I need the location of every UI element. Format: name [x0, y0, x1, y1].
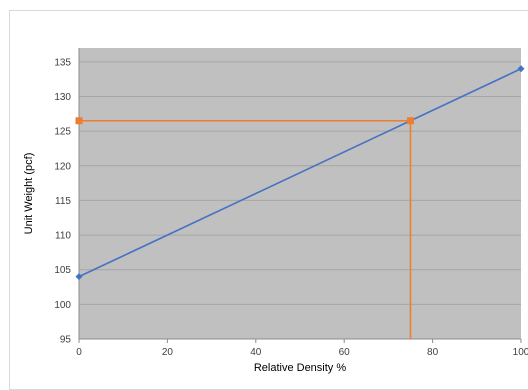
x-tick-label: 100: [513, 347, 528, 358]
axes: 95 100 105 110 115 120 125 130 135 0 20 40 60 80 100: [54, 48, 528, 358]
y-tick-label: 125: [54, 127, 71, 138]
x-tick-label: 80: [427, 347, 439, 358]
y-tick-label: 95: [60, 335, 72, 346]
x-tick-label: 40: [250, 347, 262, 358]
x-tick-label: 60: [339, 347, 351, 358]
x-tick-label: 20: [162, 347, 174, 358]
y-tick-label: 100: [54, 300, 71, 311]
y-tick-label: 110: [55, 231, 71, 242]
series: [75, 65, 525, 339]
y-tick-label: 105: [54, 265, 71, 276]
plot-area: [79, 48, 521, 339]
y-tick-label: 120: [54, 161, 71, 172]
series-line-1: [78, 68, 522, 278]
y-tick-label: 115: [55, 196, 71, 207]
data-point-1: [75, 273, 83, 281]
data-point-1: [517, 65, 525, 73]
x-axis-title: Relative Density %: [254, 362, 347, 374]
y-tick-label: 130: [54, 92, 71, 103]
gridlines: [79, 61, 521, 305]
y-axis-title: Unit Weight (pcf): [23, 153, 35, 235]
y-tick-label: 135: [54, 57, 71, 68]
data-point-2: [75, 117, 83, 125]
x-tick-label: 0: [76, 347, 82, 358]
data-point-2: [407, 117, 414, 125]
